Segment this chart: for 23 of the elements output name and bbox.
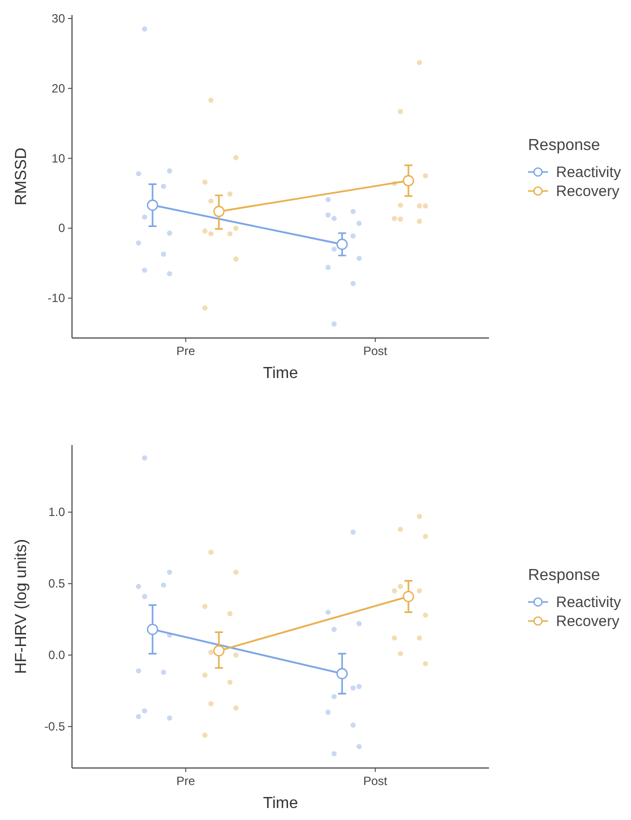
legend-label: Reactivity: [556, 164, 622, 181]
legend-label: Recovery: [556, 183, 620, 200]
legend-title: Response: [528, 567, 600, 584]
y-tick-label: 20: [52, 81, 66, 96]
x-tick-label: Post: [363, 774, 388, 788]
y-tick-label: 1.0: [48, 505, 66, 520]
x-axis-title: Time: [263, 365, 298, 382]
y-tick-label: 0.0: [48, 648, 66, 662]
x-tick-label: Pre: [176, 344, 196, 358]
x-axis-title: Time: [263, 795, 298, 812]
y-tick-label: -10: [48, 291, 66, 306]
y-axis-title: HF-HRV (log units): [13, 539, 30, 674]
y-tick-label: 0.5: [48, 576, 66, 591]
x-tick-label: Pre: [176, 774, 196, 788]
y-tick-label: -0.5: [44, 720, 66, 734]
legend-label: Recovery: [556, 613, 620, 630]
y-tick-label: 30: [52, 11, 66, 26]
y-tick-label: 0: [58, 221, 66, 236]
y-tick-label: 10: [52, 151, 66, 166]
legend-label: Reactivity: [556, 594, 622, 611]
y-axis-title: RMSSD: [13, 148, 30, 206]
x-tick-label: Post: [363, 344, 388, 358]
legend-title: Response: [528, 137, 600, 154]
